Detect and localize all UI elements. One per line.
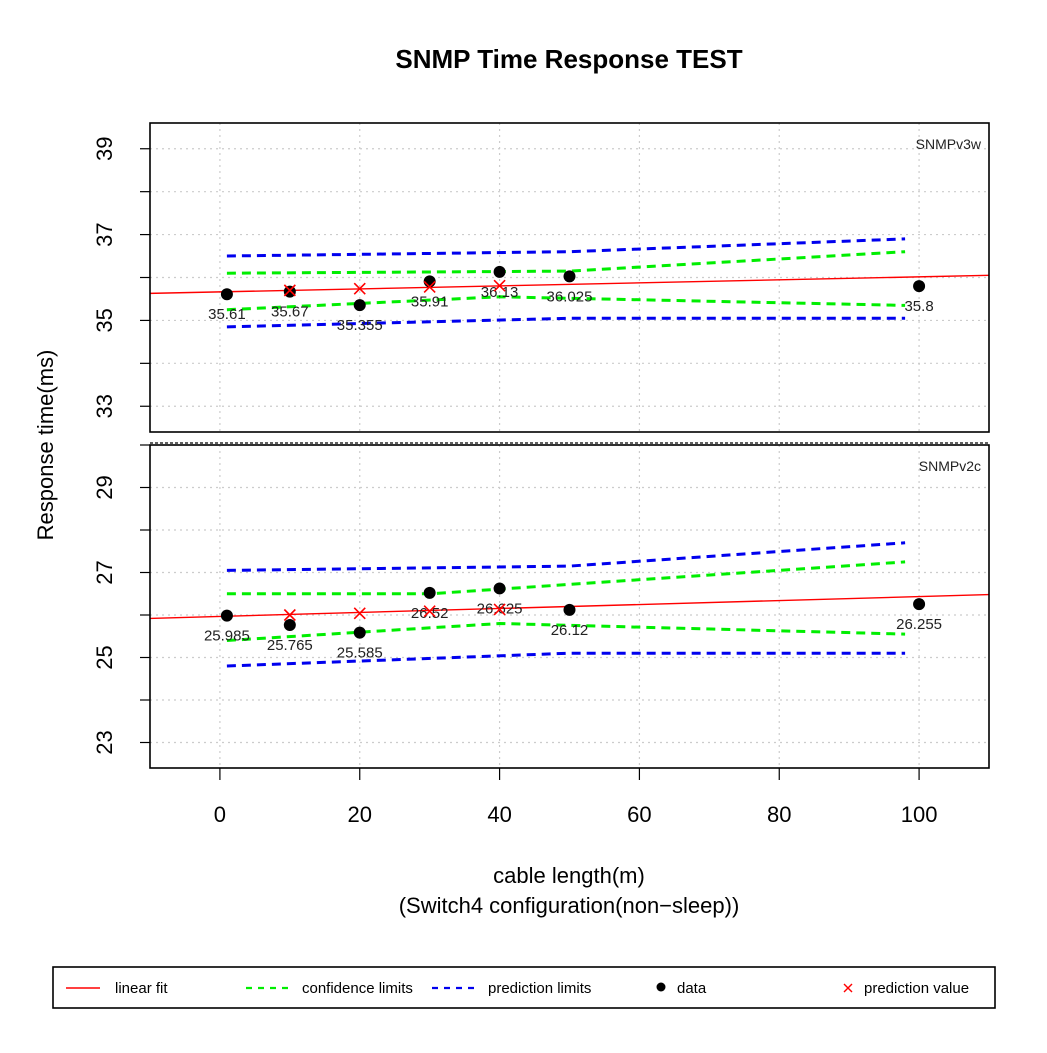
- prediction-value-marker: [283, 608, 296, 622]
- legend-item-data: data: [656, 980, 707, 997]
- data-point: [493, 265, 506, 278]
- prediction-upper-line: [226, 541, 906, 572]
- y-tick-label: 29: [92, 475, 117, 499]
- legend-box: [52, 966, 996, 1009]
- legend-label: confidence limits: [302, 980, 413, 997]
- legend-swatch-data: [656, 982, 666, 992]
- x-tick-label: 80: [767, 802, 791, 827]
- legend-item-fit: linear fit: [66, 980, 168, 997]
- prediction-value-marker: [353, 282, 366, 295]
- legend-label: prediction limits: [488, 980, 591, 997]
- prediction-lower-line: [226, 316, 906, 329]
- x-tick-label: 60: [627, 802, 651, 827]
- legend: linear fit confidence limits prediction li…: [52, 966, 996, 1009]
- x-tick-label: 20: [348, 802, 372, 827]
- prediction-value-marker: [283, 284, 296, 297]
- y-tick-label: 27: [92, 560, 117, 584]
- y-tick-label: 23: [92, 730, 117, 754]
- data-label: 26.255: [896, 616, 942, 633]
- data-label: 35.61: [208, 306, 246, 323]
- panels: 35.61 35.67 35.355 35.91 36.13 36.025 35.8 SNMP…: [92, 122, 990, 827]
- legend-swatch-prediction-value: [843, 983, 853, 993]
- panel-label: SNMPv3w: [916, 136, 982, 152]
- legend-label: linear fit: [115, 980, 168, 997]
- y-tick-label: 37: [92, 222, 117, 246]
- data-label: 36.025: [547, 288, 593, 305]
- y-tick-label: 39: [92, 137, 117, 161]
- prediction-value-marker: [353, 607, 366, 620]
- prediction-lower-line: [226, 651, 906, 668]
- y-tick-label: 35: [92, 308, 117, 332]
- data-label: 25.985: [204, 628, 250, 645]
- plot-area: 35.61 35.67 35.355 35.91 36.13 36.025 35.8: [150, 237, 989, 334]
- data-point: [913, 598, 926, 611]
- panel-snmpv3w: 35.61 35.67 35.355 35.91 36.13 36.025 35.8 SNMP…: [92, 122, 990, 433]
- panel-frame: [149, 444, 990, 769]
- prediction-value-marker: [493, 603, 506, 616]
- confidence-upper-line: [226, 250, 906, 275]
- data-point: [220, 288, 233, 301]
- panel-snmpv2c: 25.98525.76525.58526.5226.62526.1226.255…: [92, 444, 990, 769]
- confidence-upper-line: [226, 560, 906, 596]
- data-label: 26.12: [551, 622, 589, 639]
- y-tick-label: 25: [92, 645, 117, 669]
- data-label: 25.765: [267, 637, 313, 654]
- data-label: 26.52: [411, 605, 449, 622]
- data-point: [493, 582, 506, 595]
- data-point: [913, 280, 926, 293]
- x-tick-label: 0: [214, 802, 226, 827]
- y-axis-label: Response time(ms): [33, 350, 58, 541]
- panel-label: SNMPv2c: [919, 458, 981, 474]
- data-label: 35.67: [271, 304, 309, 321]
- chart-title: SNMP Time Response TEST: [395, 44, 742, 74]
- prediction-value-marker: [423, 280, 436, 294]
- data-point: [353, 299, 366, 312]
- data-label: 25.585: [337, 645, 383, 662]
- x-tick-label: 40: [487, 802, 511, 827]
- confidence-lower-line: [226, 621, 906, 642]
- data-label: 35.91: [411, 293, 449, 310]
- y-tick-label: 33: [92, 394, 117, 418]
- prediction-upper-line: [226, 237, 906, 258]
- legend-label: prediction value: [864, 980, 969, 997]
- data-point: [283, 285, 296, 298]
- legend-label: data: [677, 980, 707, 997]
- x-tick-label: 100: [901, 802, 938, 827]
- data-point: [563, 270, 576, 283]
- data-label: 35.355: [337, 317, 383, 334]
- x-axis-label: cable length(m): [493, 863, 645, 888]
- legend-item-confidence: confidence limits: [246, 980, 413, 997]
- data-point: [220, 609, 233, 622]
- data-label: 36.13: [481, 284, 519, 301]
- prediction-value-marker: [493, 279, 506, 292]
- data-label: 35.8: [904, 298, 933, 315]
- prediction-value-marker: [423, 605, 436, 618]
- data-point: [423, 275, 436, 288]
- legend-item-prediction: prediction limits: [432, 980, 591, 997]
- data-point: [283, 618, 296, 631]
- x-axis-sublabel: (Switch4 configuration(non−sleep)): [399, 893, 740, 918]
- data-point: [353, 626, 366, 639]
- confidence-lower-line: [226, 295, 906, 312]
- data-point: [563, 603, 576, 616]
- data-point: [423, 586, 436, 599]
- legend-item-prediction_value: prediction value: [843, 980, 969, 997]
